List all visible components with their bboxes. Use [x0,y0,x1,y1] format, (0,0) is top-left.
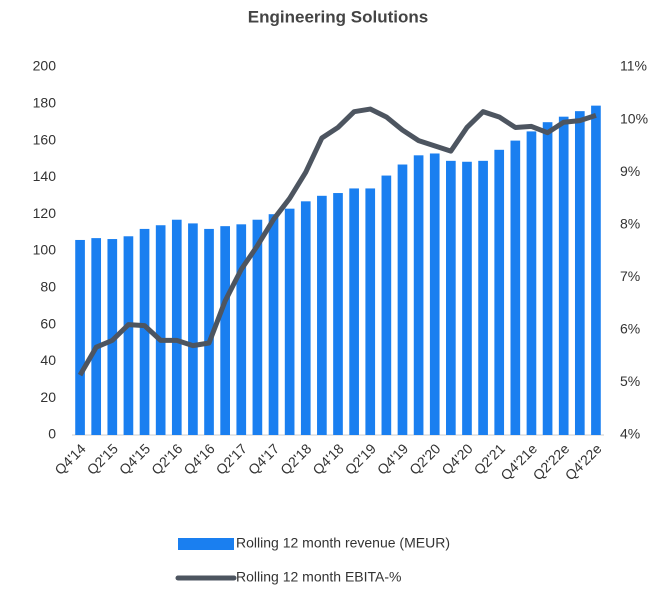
bar [300,201,311,435]
y2-tick-label: 7% [620,268,640,284]
bar [397,164,408,435]
x-tick-label: Q2'19 [342,440,380,478]
x-tick-label: Q2'16 [148,440,186,478]
y2-tick-label: 4% [620,426,640,442]
y-tick-label: 160 [33,131,57,147]
bar [591,105,601,435]
bar [139,228,150,435]
x-tick-label: Q4'14 [51,440,89,478]
bar [526,131,537,435]
x-tick-label: Q4'17 [245,440,283,478]
chart-title: Engineering Solutions [248,7,428,26]
x-tick-label: Q2'20 [406,440,444,478]
bar [478,160,488,435]
bar [284,208,295,435]
y2-tick-label: 6% [620,321,640,337]
bar [574,111,585,435]
bar [429,153,440,436]
x-tick-label: Q4'19 [374,440,412,478]
x-tick-label: Q4'22e [562,440,605,483]
bar [365,188,376,435]
bar [123,236,134,435]
x-tick-label: Q2'15 [84,440,122,478]
bar [204,228,214,435]
x-tick-label: Q4'15 [116,440,154,478]
y-tick-label: 140 [33,168,57,184]
x-tick-label: Q2'17 [213,440,251,478]
bar [220,226,230,435]
y-tick-label: 200 [33,58,57,74]
y-tick-label: 20 [40,389,56,405]
bar [91,238,102,435]
x-tick-label: Q2'18 [277,440,315,478]
x-tick-label: Q4'18 [309,440,347,478]
y-tick-label: 120 [33,205,57,221]
legend-label: Rolling 12 month EBITA-% [236,569,401,585]
y2-tick-label: 8% [620,215,640,231]
bar [171,219,182,435]
bar [494,149,505,436]
bar [236,224,247,435]
bar [446,160,456,435]
y-tick-label: 60 [40,315,56,331]
bar [317,195,327,435]
bar [381,175,392,435]
legend-label: Rolling 12 month revenue (MEUR) [236,535,450,551]
bar [268,214,279,435]
y-tick-label: 0 [48,426,56,442]
y-tick-label: 100 [33,242,57,258]
bar [188,223,198,435]
x-tick-label: Q4'16 [180,440,218,478]
bar [75,239,85,435]
bar [333,193,343,435]
bar [252,219,263,435]
line [77,106,597,377]
y-tick-label: 40 [40,352,56,368]
y2-tick-label: 9% [620,163,640,179]
y2-tick-label: 10% [620,110,648,126]
bar [349,188,359,435]
bar [558,116,569,436]
y-tick-label: 80 [40,279,56,295]
x-tick-label: Q4'20 [438,440,476,478]
y-tick-label: 180 [33,95,57,111]
bar [542,122,553,435]
legend-swatch [178,538,234,550]
y2-tick-label: 5% [620,373,640,389]
bar [413,155,424,435]
bar [462,161,472,435]
bar [155,225,166,435]
bar [510,140,521,435]
y2-tick-label: 11% [620,58,647,74]
